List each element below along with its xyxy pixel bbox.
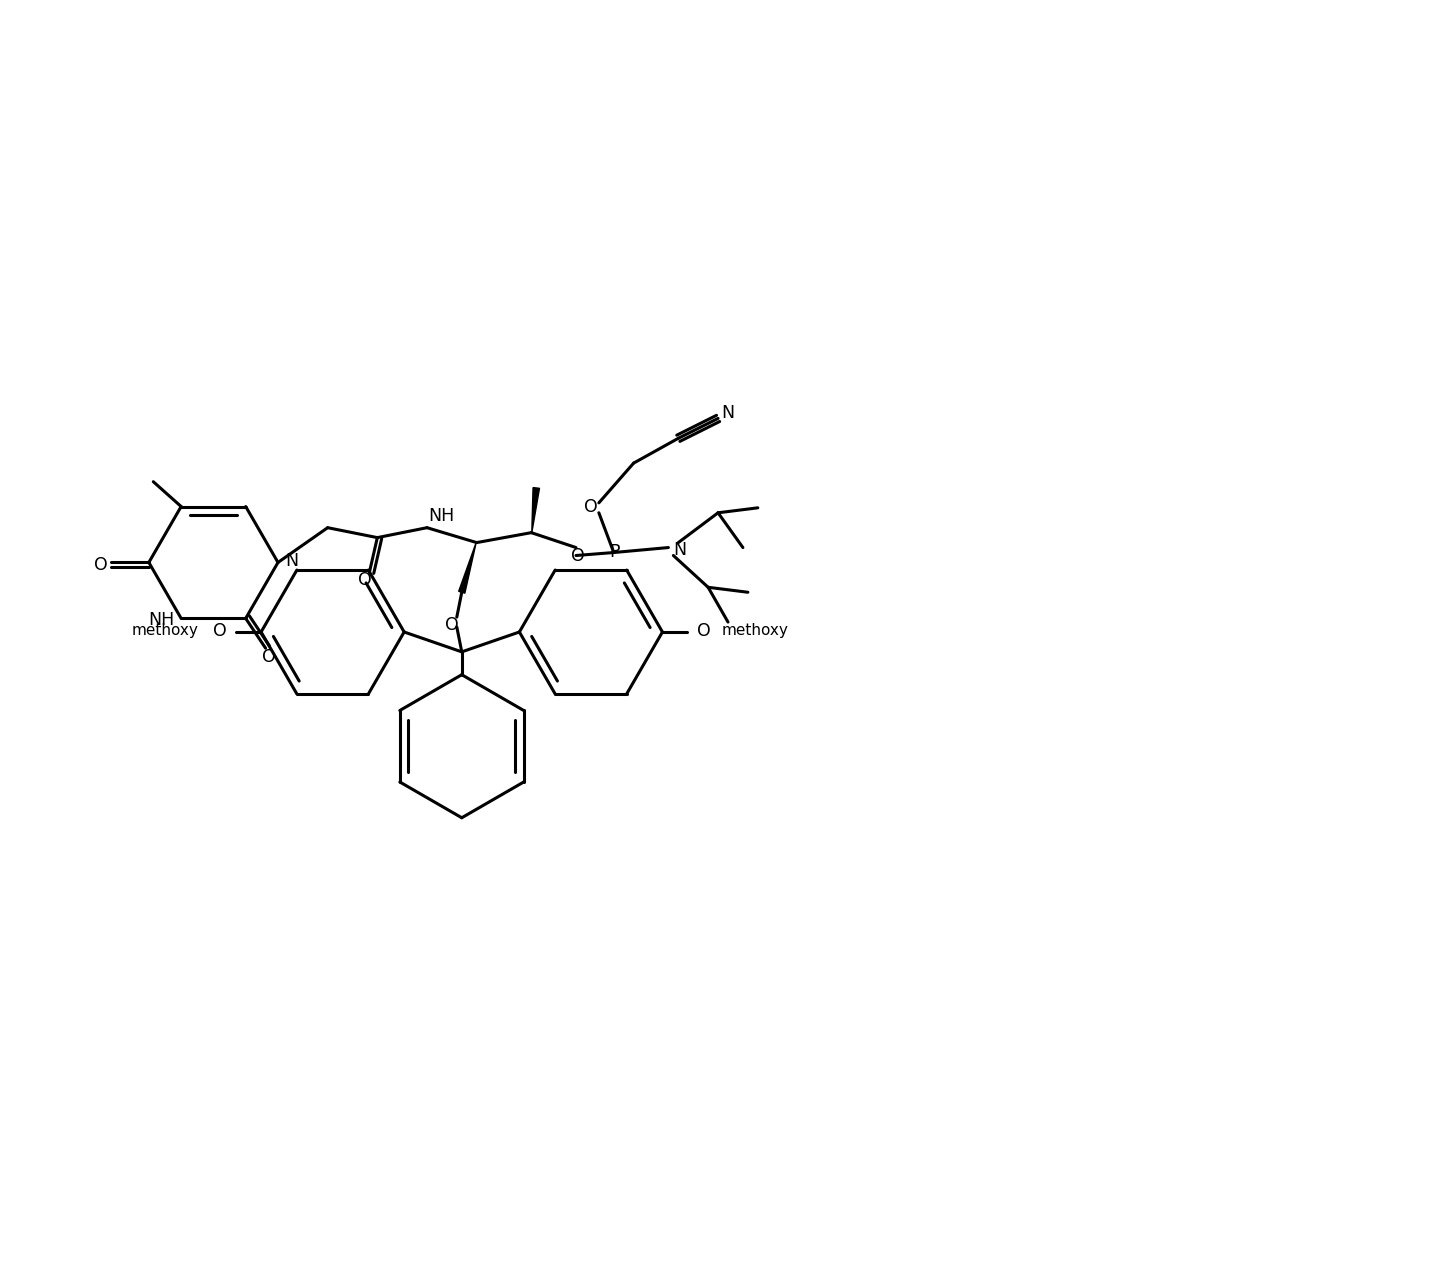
Text: methoxy: methoxy	[131, 623, 198, 639]
Text: N: N	[673, 540, 686, 559]
Text: O: O	[95, 557, 108, 574]
Text: P: P	[610, 543, 620, 560]
Text: NH: NH	[149, 611, 175, 630]
Text: O: O	[358, 572, 371, 589]
Text: NH: NH	[428, 507, 454, 525]
Text: O: O	[446, 616, 459, 634]
Text: N: N	[721, 404, 735, 423]
Text: N: N	[285, 553, 298, 570]
Text: O: O	[584, 497, 598, 516]
Text: O: O	[213, 622, 226, 640]
Polygon shape	[531, 487, 540, 533]
Text: O: O	[571, 546, 585, 564]
Text: methoxy: methoxy	[722, 623, 789, 639]
Text: O: O	[697, 622, 711, 640]
Text: O: O	[262, 649, 275, 666]
Polygon shape	[459, 543, 476, 593]
